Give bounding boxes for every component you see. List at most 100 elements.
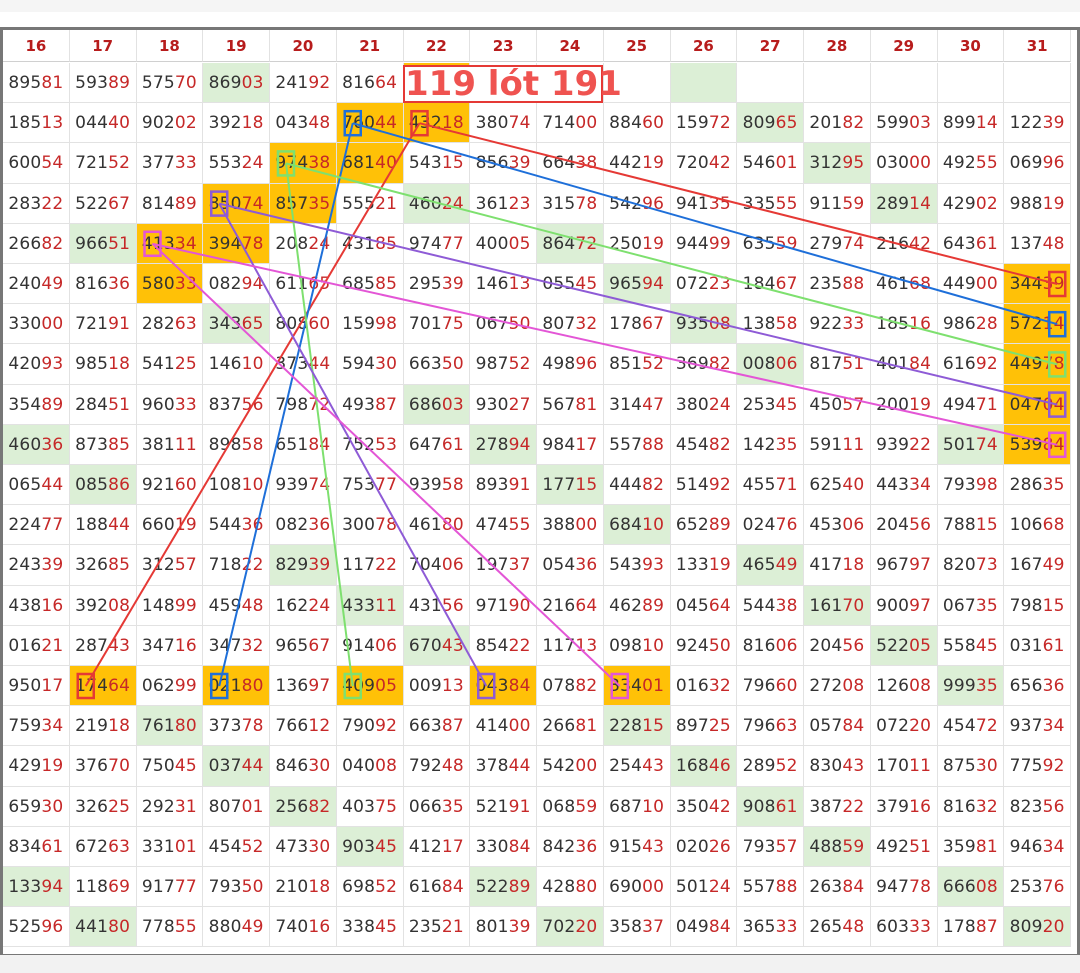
- table-cell: 34365: [203, 304, 270, 345]
- table-cell: 32685: [69, 545, 137, 586]
- table-cell: 25443: [603, 746, 671, 787]
- table-cell: 68585: [336, 264, 404, 305]
- table-cell: 06996: [1004, 143, 1071, 184]
- table-cell: 29231: [136, 786, 204, 827]
- table-cell: 75934: [3, 706, 70, 747]
- table-cell: 35981: [937, 826, 1005, 867]
- table-cell: 97438: [270, 143, 337, 184]
- table-cell: 16749: [1004, 545, 1071, 586]
- table-cell: 93508: [670, 304, 738, 345]
- table-cell: 93922: [870, 424, 938, 465]
- table-cell: 59389: [69, 63, 137, 104]
- table-cell: 80732: [537, 304, 604, 345]
- table-cell: 85639: [470, 143, 537, 184]
- table-cell: 55324: [203, 143, 270, 184]
- table-cell: 31578: [537, 183, 604, 224]
- table-cell: 55521: [336, 183, 404, 224]
- table-cell: 43816: [3, 585, 70, 626]
- table-cell: 39208: [69, 585, 137, 626]
- column-header: 28: [804, 30, 871, 62]
- table-cell: 65184: [270, 424, 337, 465]
- table-cell: 26682: [3, 223, 70, 264]
- table-cell: 81606: [737, 625, 804, 666]
- table-cell: 07882: [537, 666, 604, 707]
- table-cell: 06544: [3, 465, 70, 506]
- table-cell: 18467: [737, 264, 804, 305]
- table-cell: 14613: [470, 264, 537, 305]
- table-cell: 24192: [270, 63, 337, 104]
- table-cell: 15998: [336, 304, 404, 345]
- table-cell: 74016: [270, 907, 337, 948]
- column-header: 23: [470, 30, 537, 62]
- table-cell: 13394: [3, 867, 70, 908]
- table-cell: 26548: [804, 907, 871, 948]
- table-cell: 27894: [470, 424, 537, 465]
- table-cell: 84630: [270, 746, 337, 787]
- table-cell: 85152: [603, 344, 671, 385]
- table-cell: 31295: [804, 143, 871, 184]
- table-cell: 57570: [136, 63, 204, 104]
- table-cell: 46549: [737, 545, 804, 586]
- table-cell: 44180: [69, 907, 137, 948]
- table-cell: 20019: [870, 384, 938, 425]
- table-cell: 41217: [403, 826, 471, 867]
- table-cell: 35837: [603, 907, 671, 948]
- table-cell: 14899: [136, 585, 204, 626]
- table-cell: 17715: [537, 465, 604, 506]
- table-cell: 41400: [470, 706, 537, 747]
- table-cell: 82356: [1004, 786, 1071, 827]
- table-cell: 28635: [1004, 465, 1071, 506]
- table-cell: 90861: [737, 786, 804, 827]
- table-cell: 98417: [537, 424, 604, 465]
- table-cell: 79248: [403, 746, 471, 787]
- table-cell: 55845: [937, 625, 1005, 666]
- table-cell: 08586: [69, 465, 137, 506]
- table-cell: 75377: [336, 465, 404, 506]
- table-cell: 54296: [603, 183, 671, 224]
- table-cell: 20456: [804, 625, 871, 666]
- table-cell: 18513: [3, 103, 70, 144]
- table-cell: 12608: [870, 666, 938, 707]
- column-header: 18: [136, 30, 204, 62]
- table-cell: 27208: [804, 666, 871, 707]
- table-cell: 34732: [203, 625, 270, 666]
- table-cell: 98819: [1004, 183, 1071, 224]
- table-cell: 81632: [937, 786, 1005, 827]
- table-cell: 05545: [537, 264, 604, 305]
- table-cell: 86903: [203, 63, 270, 104]
- table-cell: 06750: [470, 304, 537, 345]
- table-cell: 94499: [670, 223, 738, 264]
- table-cell: 40005: [470, 223, 537, 264]
- table-cell: 44978: [1004, 344, 1071, 385]
- top-bar: [0, 0, 1080, 12]
- table-cell: 61165: [270, 264, 337, 305]
- table-cell: 89858: [203, 424, 270, 465]
- table-cell: 54393: [603, 545, 671, 586]
- table-cell: 96651: [69, 223, 137, 264]
- table-cell: 01632: [670, 666, 738, 707]
- table-cell: 43185: [336, 223, 404, 264]
- table-cell: 91777: [136, 867, 204, 908]
- table-cell: 28743: [69, 625, 137, 666]
- table-cell: 23588: [804, 264, 871, 305]
- table-cell: 65289: [670, 505, 738, 546]
- table-cell: 63559: [737, 223, 804, 264]
- table-cell: 38800: [537, 505, 604, 546]
- table-cell: 93027: [470, 384, 537, 425]
- table-cell: 16170: [804, 585, 871, 626]
- table-cell: 69852: [336, 867, 404, 908]
- table-cell: 96797: [870, 545, 938, 586]
- table-cell: 84236: [537, 826, 604, 867]
- table-cell: 16224: [270, 585, 337, 626]
- table-cell: 85074: [203, 183, 270, 224]
- column-header: 16: [3, 30, 70, 62]
- table-cell: 40184: [870, 344, 938, 385]
- table-cell: 45306: [804, 505, 871, 546]
- table-cell: 38024: [670, 384, 738, 425]
- table-cell: 82939: [270, 545, 337, 586]
- column-header: 17: [69, 30, 137, 62]
- table-cell: 71822: [203, 545, 270, 586]
- table-cell: 28322: [3, 183, 70, 224]
- table-cell: 17011: [870, 746, 938, 787]
- table-cell: 87385: [69, 424, 137, 465]
